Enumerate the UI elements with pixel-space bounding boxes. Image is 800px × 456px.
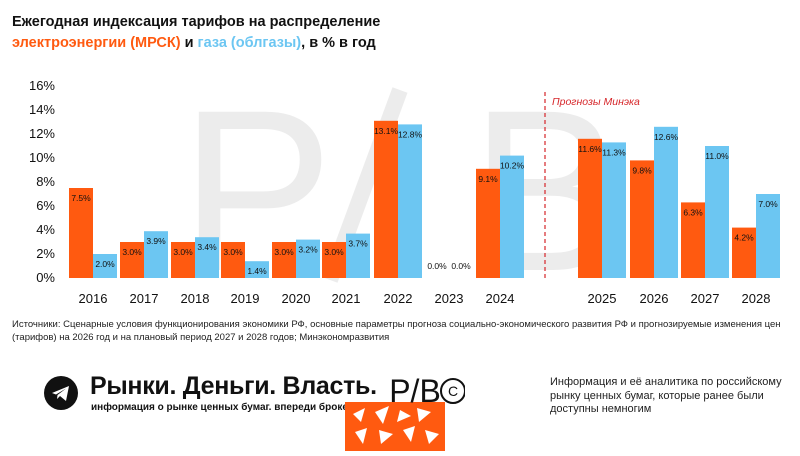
data-label-electricity: 13.1% bbox=[374, 126, 399, 136]
bar-electricity bbox=[578, 138, 602, 278]
title-blue-part: газа (облгазы) bbox=[197, 35, 302, 51]
rdv-logo: Р/В C bbox=[345, 372, 466, 451]
data-label-electricity: 7.5% bbox=[71, 193, 91, 203]
brand-name: Рынки. Деньги. Власть. bbox=[90, 372, 377, 400]
data-label-gas: 1.4% bbox=[247, 266, 267, 276]
data-label-electricity: 3.0% bbox=[223, 247, 243, 257]
bar-electricity bbox=[374, 120, 398, 278]
bar-gas bbox=[195, 237, 219, 278]
data-label-electricity: 0.0% bbox=[427, 261, 447, 271]
title-orange-part: электроэнергии (МРСК) bbox=[12, 35, 181, 51]
data-label-gas: 3.7% bbox=[348, 239, 368, 249]
data-label-electricity: 6.3% bbox=[683, 207, 703, 217]
data-label-electricity: 3.0% bbox=[173, 247, 193, 257]
bar-gas bbox=[144, 231, 168, 278]
copyright-c: C bbox=[448, 383, 458, 399]
forecast-label: Прогнозы Минэка bbox=[552, 96, 640, 108]
data-label-electricity: 11.6% bbox=[578, 144, 602, 154]
bar-gas bbox=[705, 146, 729, 278]
bar-gas bbox=[245, 261, 269, 278]
data-label-gas: 3.2% bbox=[298, 245, 318, 255]
x-tick-label: 2022 bbox=[384, 291, 413, 306]
y-tick-label: 12% bbox=[29, 126, 55, 141]
x-tick-label: 2026 bbox=[640, 291, 669, 306]
data-label-gas: 10.2% bbox=[500, 161, 525, 171]
data-label-gas: 7.0% bbox=[758, 199, 778, 209]
x-tick-label: 2024 bbox=[486, 291, 515, 306]
y-tick-label: 16% bbox=[29, 78, 55, 93]
bar-electricity bbox=[322, 242, 346, 278]
x-tick-label: 2017 bbox=[130, 291, 159, 306]
bar-electricity bbox=[476, 168, 500, 278]
chart-title: Ежегодная индексация тарифов на распреде… bbox=[12, 12, 380, 54]
data-label-electricity: 9.1% bbox=[478, 174, 498, 184]
data-label-gas: 11.0% bbox=[705, 151, 729, 161]
x-tick-label: 2018 bbox=[181, 291, 210, 306]
brand-subtitle: информация о рынке ценных бумаг. впереди… bbox=[91, 402, 416, 413]
sources-note: Источники: Сценарные условия функциониро… bbox=[12, 319, 781, 343]
telegram-icon[interactable] bbox=[44, 376, 78, 410]
data-label-electricity: 9.8% bbox=[632, 165, 652, 175]
y-tick-label: 8% bbox=[36, 174, 55, 189]
title-and: и bbox=[180, 35, 198, 51]
title-line-2: электроэнергии (МРСК) и газа (облгазы), … bbox=[12, 33, 380, 54]
bar-electricity bbox=[221, 242, 245, 278]
data-label-gas: 12.6% bbox=[654, 132, 679, 142]
bar-electricity bbox=[120, 242, 144, 278]
x-tick-label: 2025 bbox=[588, 291, 617, 306]
data-label-gas: 12.8% bbox=[398, 129, 423, 139]
title-line-1: Ежегодная индексация тарифов на распреде… bbox=[12, 14, 381, 30]
y-tick-label: 0% bbox=[36, 270, 55, 285]
x-tick-label: 2023 bbox=[435, 291, 464, 306]
y-tick-label: 2% bbox=[36, 246, 55, 261]
logo-orange-pattern bbox=[345, 402, 445, 451]
bar-gas bbox=[398, 124, 422, 279]
x-tick-label: 2028 bbox=[742, 291, 771, 306]
data-label-gas: 11.3% bbox=[602, 147, 626, 157]
bar-electricity bbox=[171, 242, 195, 278]
bar-chart: P B 0%2%4%6%8%10%12%14%16%2016 2017 2018 20… bbox=[29, 62, 780, 319]
y-tick-label: 14% bbox=[29, 102, 55, 117]
data-label-electricity: 3.0% bbox=[324, 247, 344, 257]
x-tick-label: 2019 bbox=[231, 291, 260, 306]
y-tick-label: 4% bbox=[36, 222, 55, 237]
bar-gas bbox=[93, 254, 117, 278]
bar-electricity bbox=[69, 188, 93, 278]
bar-electricity bbox=[630, 160, 654, 278]
bar-electricity bbox=[272, 242, 296, 278]
data-label-electricity: 4.2% bbox=[734, 233, 754, 243]
x-tick-label: 2020 bbox=[282, 291, 311, 306]
title-rest: , в % в год bbox=[301, 35, 376, 51]
bar-gas bbox=[296, 239, 320, 278]
bar-gas bbox=[346, 233, 370, 278]
data-label-gas: 3.9% bbox=[146, 236, 166, 246]
bar-electricity bbox=[681, 202, 705, 278]
bar-gas bbox=[602, 142, 626, 278]
x-tick-label: 2016 bbox=[79, 291, 108, 306]
tagline: Информация и её аналитика по российскому… bbox=[550, 376, 782, 415]
logo-text: Р/В bbox=[389, 373, 441, 409]
x-tick-label: 2027 bbox=[691, 291, 720, 306]
bar-electricity bbox=[732, 227, 756, 278]
bar-gas bbox=[654, 126, 678, 278]
data-label-electricity: 3.0% bbox=[122, 247, 142, 257]
data-label-gas: 2.0% bbox=[95, 259, 115, 269]
bar-gas bbox=[500, 155, 524, 278]
data-label-gas: 0.0% bbox=[451, 261, 471, 271]
bar-gas bbox=[756, 194, 780, 278]
x-tick-label: 2021 bbox=[332, 291, 361, 306]
data-label-gas: 3.4% bbox=[197, 242, 217, 252]
y-tick-label: 6% bbox=[36, 198, 55, 213]
watermark-letter-p: P bbox=[180, 62, 333, 319]
y-tick-label: 10% bbox=[29, 150, 55, 165]
data-label-electricity: 3.0% bbox=[274, 247, 294, 257]
